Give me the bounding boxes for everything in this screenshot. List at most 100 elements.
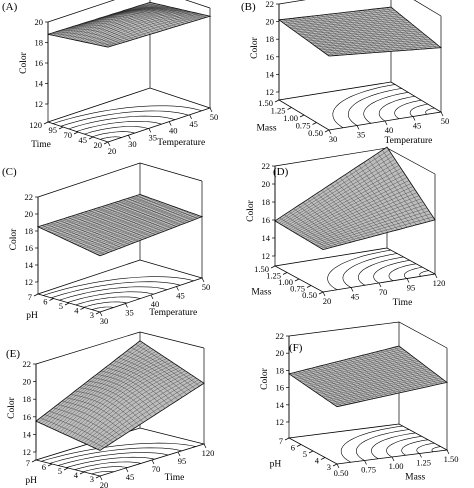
surface-plot-svg: 12 14 16 18 20 22 Color 20 45 70 95 120 Time 7 6 5 4 3 pH [7, 331, 214, 488]
x-tick-mark [336, 463, 340, 469]
mesh-line [322, 219, 436, 250]
mesh-line [300, 186, 414, 237]
mesh-line [290, 171, 404, 231]
contour-lines [340, 425, 441, 463]
mesh-line [66, 204, 169, 241]
x-tick-label: 95 [407, 283, 416, 293]
mesh-line [316, 37, 429, 48]
x-tick-mark [168, 121, 172, 126]
surface-mesh [47, 1, 212, 48]
mesh-line [320, 370, 432, 396]
z-tick-label: 22 [266, 0, 275, 9]
z-tick-label: 14 [25, 260, 34, 270]
mesh-line [51, 351, 157, 429]
mesh-line [284, 162, 398, 228]
y-tick-mark [270, 265, 276, 269]
x-tick-label: 30 [329, 134, 338, 144]
y-tick-label: 7 [279, 436, 283, 446]
mesh-line [316, 367, 428, 394]
mesh-line [326, 45, 439, 55]
y-tick-mark [296, 444, 302, 447]
y-tick-mark [299, 114, 305, 118]
y-tick-mark [332, 463, 338, 467]
y-tick-label: 0.50 [308, 128, 323, 138]
y-tick-mark [58, 126, 64, 130]
y-tick-mark [282, 272, 288, 275]
contour-line [57, 452, 169, 466]
contour-line [373, 260, 410, 284]
z-tick-label: 20 [276, 348, 285, 358]
x-tick-label: 45 [413, 121, 422, 131]
y-tick-label: 6 [43, 297, 47, 307]
panel-label: (C) [2, 166, 17, 178]
x-axis-label: Mass [405, 472, 425, 482]
z-tick-label: 12 [23, 447, 32, 457]
x-tick-mark [125, 303, 128, 308]
mesh-line [308, 361, 420, 388]
y-tick-label: 1.50 [258, 98, 273, 108]
y-tick-mark [318, 291, 324, 295]
contour-line [386, 436, 422, 458]
y-tick-label: 45 [79, 135, 88, 145]
y-tick-label: 70 [64, 130, 73, 140]
mesh-line [89, 375, 194, 446]
contour-line [49, 447, 182, 464]
mesh-line [78, 368, 183, 441]
chart-panel-d: 12 14 16 18 20 22 Color 20 45 70 95 120 Time 1.50 1.25… [237, 146, 474, 324]
z-tick-label: 16 [23, 412, 32, 422]
mesh-line [90, 12, 193, 44]
mesh-line [308, 198, 422, 242]
x-tick-label: 35 [149, 132, 158, 142]
z-tick-label: 18 [276, 365, 285, 375]
mesh-line [82, 10, 186, 42]
x-tick-label: 45 [176, 291, 185, 301]
mesh-line [295, 20, 408, 33]
mesh-line [298, 353, 410, 381]
y-tick-mark [73, 131, 79, 135]
mesh-line [290, 347, 402, 376]
surface-mesh [274, 146, 436, 251]
mesh-line [70, 7, 173, 40]
box-top-edge [47, 0, 211, 23]
mesh-line [95, 13, 198, 45]
mesh-line [278, 153, 392, 224]
y-tick-label: 0.50 [302, 290, 317, 300]
y-axis-label: Time [31, 140, 51, 150]
mesh-line [99, 216, 203, 256]
mesh-line [310, 362, 422, 390]
x-tick-mark [209, 107, 213, 113]
x-tick-label: 45 [189, 119, 198, 129]
mesh-line [65, 360, 170, 435]
mesh-line [300, 355, 412, 383]
contour-line [356, 429, 410, 461]
y-tick-mark [320, 457, 326, 460]
mesh-line [76, 208, 179, 246]
mesh-line [310, 32, 423, 43]
z-tick-label: 18 [266, 34, 275, 44]
chart-panel-c: 12 14 16 18 20 22 Color 30 35 40 45 50 Temperature 7 6… [0, 162, 237, 326]
contour-line [91, 471, 114, 475]
mesh-line [285, 12, 398, 25]
mesh-line [43, 196, 146, 230]
z-tick-label: 12 [262, 251, 271, 261]
y-tick-label: 1.50 [254, 264, 269, 274]
mesh-line [60, 5, 163, 38]
contour-line [60, 110, 189, 127]
mesh-line [89, 212, 192, 252]
mesh-line [303, 27, 417, 39]
y-tick-label: 1.25 [271, 106, 286, 116]
x-tick-label: 1.25 [416, 458, 431, 468]
z-tick-label: 22 [25, 192, 34, 202]
y-tick-label: 7 [28, 292, 32, 302]
mesh-line [328, 47, 442, 57]
x-tick-mark [128, 135, 131, 140]
z-tick-label: 14 [266, 69, 275, 79]
x-tick-label: 1.00 [389, 461, 404, 471]
x-tick-mark [434, 273, 438, 279]
mesh-line [72, 7, 176, 40]
contour-line [342, 253, 398, 288]
contour-lines [42, 276, 194, 310]
chart-panel-f: 12 14 16 18 20 22 Color 0.50 0.75 1.00 1.25 1.50 Mas… [237, 321, 474, 488]
mesh-line [314, 365, 426, 392]
x-tick-label: 95 [178, 456, 187, 466]
